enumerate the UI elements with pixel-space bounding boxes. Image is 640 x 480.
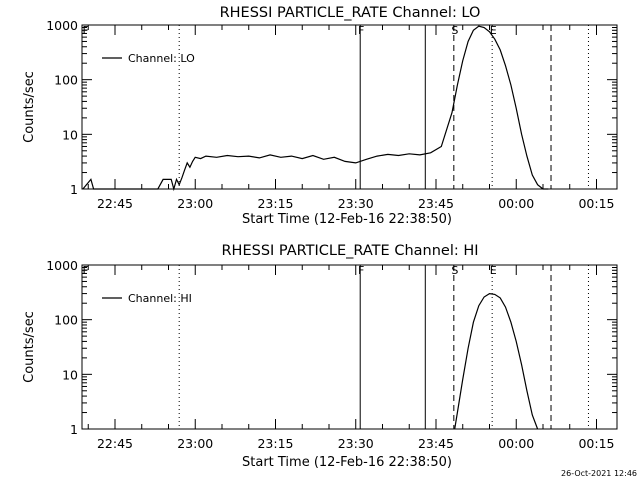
series-line <box>82 25 549 192</box>
y-tick-label: 100 <box>54 313 78 328</box>
plot-frame <box>81 24 618 190</box>
x-tick-label: 00:15 <box>578 436 614 451</box>
y-tick-label: 1 <box>70 422 78 437</box>
panel-hi: RHESSI PARTICLE_RATE Channel: HI Counts/… <box>22 243 618 470</box>
marker-letter: F <box>83 264 89 277</box>
plot-frame <box>81 264 618 430</box>
chart-title-hi: RHESSI PARTICLE_RATE Channel: HI <box>221 243 478 259</box>
legend-label: Channel: HI <box>128 292 192 305</box>
x-tick-label: 22:45 <box>97 196 133 211</box>
y-axis-label-hi: Counts/sec <box>22 311 37 383</box>
x-tick-label: 00:00 <box>498 196 534 211</box>
x-tick-label: 23:15 <box>257 196 293 211</box>
y-tick-label: 1 <box>70 182 78 197</box>
y-tick-label: 10 <box>62 127 78 142</box>
marker-letter: F <box>358 24 364 37</box>
marker-letter: E <box>490 264 497 277</box>
x-tick-label: 23:45 <box>418 196 454 211</box>
y-tick-label: 1000 <box>46 18 78 33</box>
x-tick-label: 23:30 <box>338 436 374 451</box>
footer-timestamp: 26-Oct-2021 12:46 <box>561 469 637 478</box>
x-tick-label: 00:15 <box>578 196 614 211</box>
x-tick-label: 23:30 <box>338 196 374 211</box>
y-tick-label: 10 <box>62 367 78 382</box>
marker-letter: F <box>358 264 364 277</box>
panel-lo: RHESSI PARTICLE_RATE Channel: LO Counts/… <box>22 5 618 227</box>
x-tick-label: 23:45 <box>418 436 454 451</box>
x-axis-label-hi: Start Time (12-Feb-16 22:38:50) <box>242 455 452 470</box>
chart-title-lo: RHESSI PARTICLE_RATE Channel: LO <box>220 5 481 21</box>
marker-letter: F <box>83 24 89 37</box>
marker-letter: S <box>451 24 458 37</box>
x-tick-label: 23:00 <box>177 436 213 451</box>
x-tick-label: 00:00 <box>498 436 534 451</box>
legend-label: Channel: LO <box>128 52 195 65</box>
y-tick-label: 1000 <box>46 258 78 273</box>
x-axis-label-lo: Start Time (12-Feb-16 22:38:50) <box>242 212 452 227</box>
marker-letter: E <box>490 24 497 37</box>
x-tick-label: 22:45 <box>97 436 133 451</box>
y-axis-label-lo: Counts/sec <box>22 71 37 143</box>
x-tick-label: 23:00 <box>177 196 213 211</box>
series-line <box>454 292 539 430</box>
marker-letter: S <box>451 264 458 277</box>
x-tick-label: 23:15 <box>257 436 293 451</box>
y-tick-label: 100 <box>54 73 78 88</box>
